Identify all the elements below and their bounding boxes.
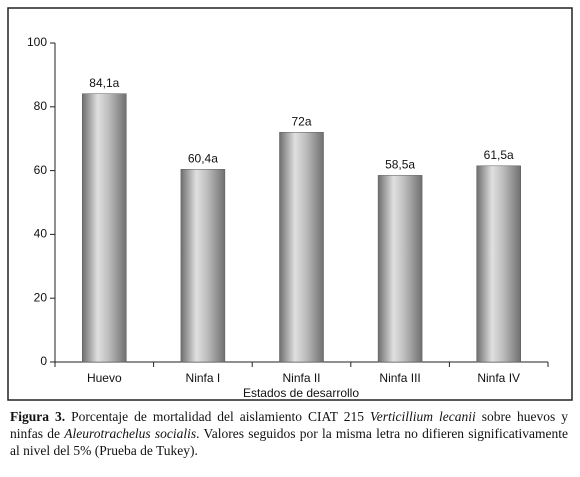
caption-species: Verticillium lecanii [370, 409, 476, 424]
x-tick-label: Ninfa I [186, 371, 221, 385]
caption-text: . Valores seguidos por la misma letra no… [10, 426, 568, 458]
caption-species: Aleurotrachelus socialis [64, 426, 197, 441]
bar [180, 169, 226, 363]
y-tick-label: 80 [34, 99, 48, 113]
caption-label: Figura 3. [10, 409, 66, 424]
value-label: 72a [291, 114, 311, 128]
bar [476, 165, 521, 363]
frame [7, 7, 573, 401]
x-axis-label: Estados de desarrollo [243, 386, 359, 400]
value-label: 84,1a [89, 76, 119, 90]
bar [82, 93, 127, 363]
bar [279, 132, 324, 363]
y-tick-label: 0 [40, 354, 47, 368]
caption: Figura 3. Porcentaje de mortalidad del a… [10, 408, 568, 459]
y-tick-label: 100 [27, 35, 47, 49]
bar [377, 175, 423, 363]
value-label: 61,5a [484, 148, 514, 162]
value-label: 58,5a [385, 158, 415, 172]
y-tick-label: 40 [34, 227, 48, 241]
caption-text: sobre huevos y ninfas de [10, 409, 568, 441]
chart: Estados de desarrollo 0 20 40 60 80 100 Huevo 8… [7, 7, 573, 401]
x-tick-label: Ninfa IV [477, 371, 520, 385]
x-tick-label: Ninfa III [379, 371, 420, 385]
x-tick-label: Ninfa II [282, 371, 320, 385]
y-tick-label: 60 [34, 163, 48, 177]
y-tick-label: 20 [34, 290, 48, 304]
x-tick-label: Huevo [87, 371, 122, 385]
value-label: 60,4a [188, 151, 218, 165]
caption-text: Porcentaje de mortalidad del aislamiento… [71, 409, 371, 424]
